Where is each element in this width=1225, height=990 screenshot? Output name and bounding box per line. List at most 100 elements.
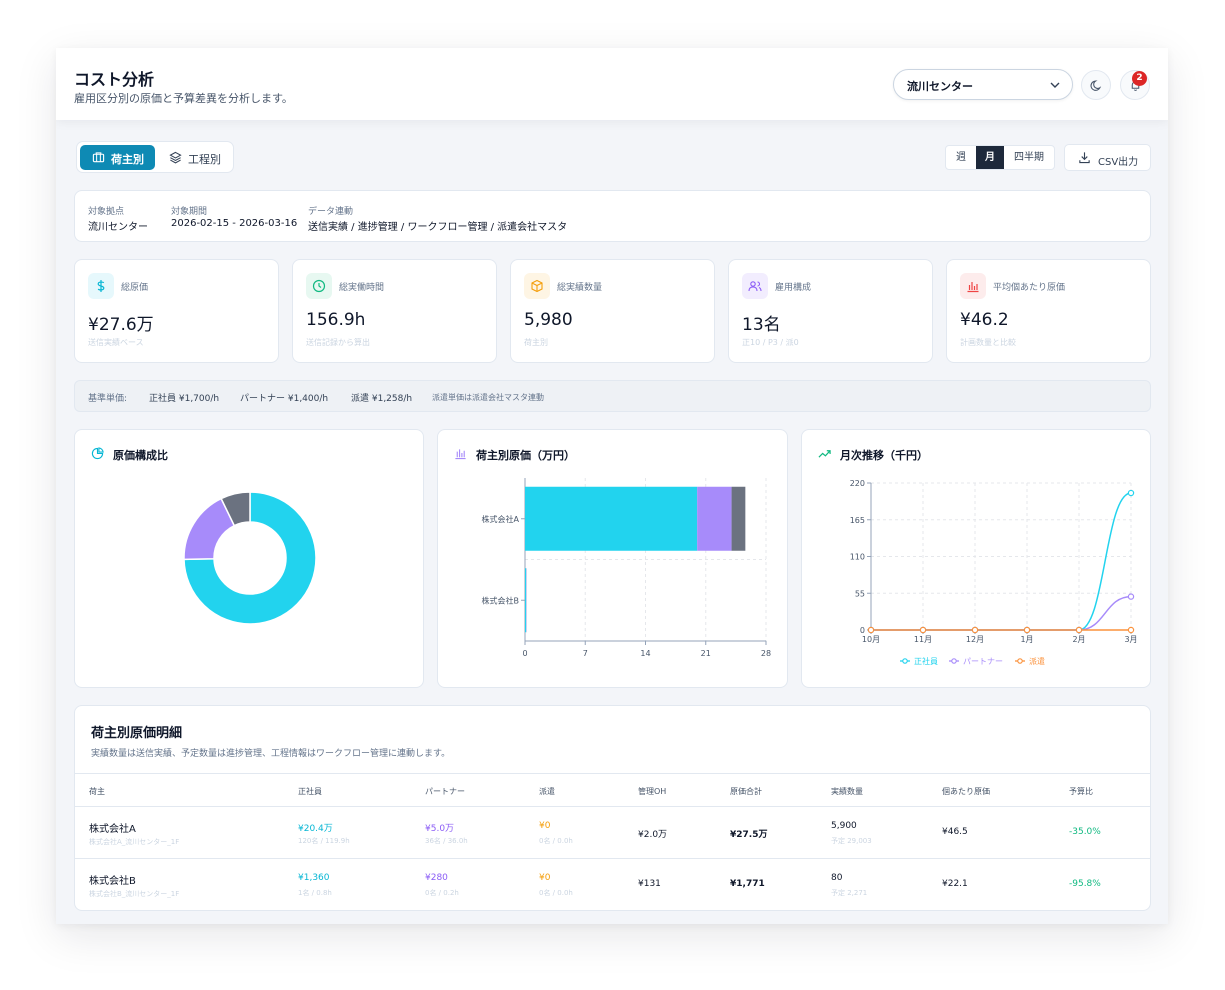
cell-total: ¥1,771 <box>730 879 765 889</box>
cell-overhead: ¥2.0万 <box>638 830 668 840</box>
th-total: 原価合計 <box>730 787 762 796</box>
bar-segment <box>525 486 698 551</box>
theme-toggle-button[interactable] <box>1081 70 1111 100</box>
legend-swatch-dot <box>951 658 957 664</box>
cell-regular: ¥1,360 <box>298 873 330 883</box>
th-quantity: 実績数量 <box>831 787 863 796</box>
kpi-icon-box <box>960 273 986 299</box>
rate-partner: パートナー ¥1,400/h <box>240 394 329 404</box>
tab-by-process-label: 工程別 <box>188 153 221 166</box>
site-label: 対象拠点 <box>88 207 125 217</box>
line-point <box>1127 489 1135 497</box>
cell-unit-cost: ¥46.5 <box>942 827 968 837</box>
shipper-cost-detail-card: 荷主別原価明細 実績数量は送信実績、予定数量は進捗管理、工程情報はワークフロー管… <box>74 705 1151 911</box>
bar-x-tick-label: 21 <box>701 649 711 658</box>
kpi-sub: 正10 / P3 / 派0 <box>742 338 799 347</box>
cell-quantity: 80 <box>831 873 843 883</box>
period-label: 対象期間 <box>171 207 208 217</box>
cell-partner-sub: 36名 / 36.0h <box>425 837 468 845</box>
trending-up-icon <box>818 450 831 458</box>
cell-budget-ratio: -35.0% <box>1069 827 1101 837</box>
kpi-icon-box <box>742 273 768 299</box>
kpi-total-cost: 総原価 ¥27.6万 送信実績ベース <box>74 259 279 363</box>
donut-slice-4 <box>220 491 251 527</box>
cell-partner: ¥280 <box>425 873 448 883</box>
cell-total: ¥27.5万 <box>730 830 768 840</box>
cell-shipper-sub: 株式会社B_流川センター_1F <box>89 890 180 898</box>
rate-note: 派遣単価は派遣会社マスタ連動 <box>432 393 544 402</box>
tab-by-process[interactable]: 工程別 <box>157 145 232 170</box>
shipper-cost-card: 荷主別原価（万円） 0 7 14 21 28 株式会社A 株式会社B <box>437 429 788 688</box>
donut-chart-title: 原価構成比 <box>113 449 168 462</box>
cell-budget-ratio: -95.8% <box>1069 879 1101 889</box>
th-partner: パートナー <box>425 787 465 796</box>
dollar-icon <box>97 280 105 292</box>
th-overhead: 管理OH <box>638 787 667 796</box>
rate-regular: 正社員 ¥1,700/h <box>149 394 220 404</box>
line-point <box>971 626 979 634</box>
legend-label: 正社員 <box>914 656 938 666</box>
line-y-tick-label: 165 <box>850 516 865 525</box>
kpi-sub: 荷主別 <box>524 338 548 347</box>
legend-label: 派遣 <box>1029 656 1045 666</box>
line-series-2 <box>871 595 1132 631</box>
bar-x-tick-label: 14 <box>640 649 650 658</box>
cell-regular-sub: 1名 / 0.8h <box>298 889 332 897</box>
bar-category-label: 株式会社B <box>482 595 520 605</box>
period-month[interactable]: 月 <box>976 146 1004 169</box>
table-row[interactable]: 株式会社A 株式会社A_流川センター_1F ¥20.4万 120名 / 119.… <box>75 807 1150 859</box>
legend-swatch-dot <box>902 658 908 664</box>
line-chart-title: 月次推移（千円） <box>840 449 928 462</box>
page-title: コスト分析 <box>74 70 155 89</box>
line-point <box>919 626 927 634</box>
data-link-label: データ連動 <box>308 207 354 217</box>
table-title: 荷主別原価明細 <box>91 726 183 741</box>
kpi-employment-mix: 雇用構成 13名 正10 / P3 / 派0 <box>728 259 933 363</box>
period-quarter[interactable]: 四半期 <box>1014 152 1044 163</box>
line-x-tick-label: 3月 <box>1124 635 1137 644</box>
rate-label: 基準単価: <box>88 394 128 404</box>
users-icon <box>748 281 762 292</box>
cell-quantity: 5,900 <box>831 821 857 831</box>
bar-chart-icon <box>967 282 979 293</box>
cell-quantity-sub: 予定 29,003 <box>831 837 872 845</box>
csv-export-button[interactable]: CSV出力 <box>1064 144 1151 171</box>
cell-regular: ¥20.4万 <box>298 824 333 834</box>
donut-chart <box>183 491 317 625</box>
cell-dispatch: ¥0 <box>539 821 551 831</box>
kpi-title: 平均個あたり原価 <box>993 283 1066 293</box>
cell-unit-cost: ¥22.1 <box>942 879 968 889</box>
kpi-total-hours: 総実働時間 156.9h 送信記録から算出 <box>292 259 497 363</box>
kpi-avg-unit-cost: 平均個あたり原価 ¥46.2 計画数量と比較 <box>946 259 1151 363</box>
cell-partner: ¥5.0万 <box>425 824 455 834</box>
th-shipper: 荷主 <box>89 787 105 796</box>
bar-chart-icon <box>455 449 466 460</box>
bar-x-tick-label: 7 <box>583 649 588 658</box>
pie-chart-icon <box>91 447 104 460</box>
bar-segment <box>697 486 732 551</box>
table-subtitle: 実績数量は送信実績、予定数量は進捗管理、工程情報はワークフロー管理に連動します。 <box>91 749 451 759</box>
bar-segment <box>525 568 527 633</box>
package-icon <box>531 279 543 293</box>
period-toggle: 週 月 四半期 <box>945 145 1055 170</box>
csv-export-label: CSV出力 <box>1098 157 1139 168</box>
center-select[interactable]: 流川センター <box>893 69 1073 100</box>
tab-by-shipper[interactable]: 荷主別 <box>80 145 155 170</box>
period-week[interactable]: 週 <box>956 152 966 163</box>
monthly-trend-card: 月次推移（千円） 0 55 110 165 220 10月 11月 12月 1月 2月 3月 正社員 パ… <box>801 429 1151 688</box>
line-point <box>1075 626 1083 634</box>
kpi-total-quantity: 総実績数量 5,980 荷主別 <box>510 259 715 363</box>
period-value: 2026-02-15 - 2026-03-16 <box>171 218 298 229</box>
cell-shipper: 株式会社A <box>89 824 136 835</box>
donut-slice-1 <box>183 491 317 625</box>
th-regular: 正社員 <box>298 787 322 796</box>
layers-icon <box>169 151 182 164</box>
table-row[interactable]: 株式会社B 株式会社B_流川センター_1F ¥1,360 1名 / 0.8h ¥… <box>75 859 1150 910</box>
cell-quantity-sub: 予定 2,271 <box>831 889 868 897</box>
legend-swatch-dot <box>1017 658 1023 664</box>
line-x-tick-label: 11月 <box>914 635 932 644</box>
kpi-icon-box <box>524 273 550 299</box>
th-budget-ratio: 予算比 <box>1069 787 1093 796</box>
kpi-icon-box <box>306 273 332 299</box>
